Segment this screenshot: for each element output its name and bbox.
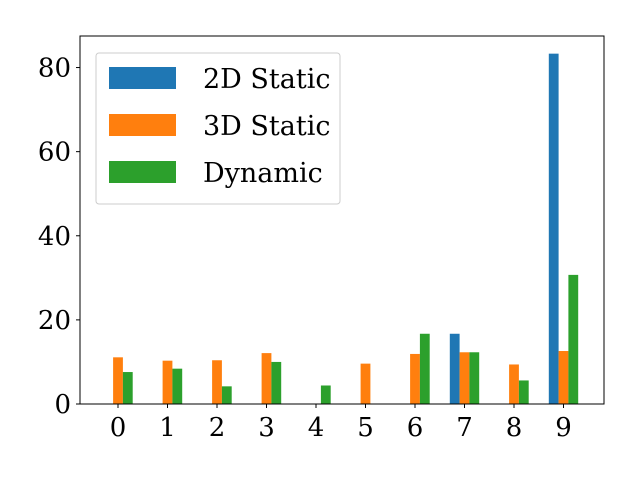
bar-dynamic-4	[320, 385, 331, 404]
x-tick-label: 8	[506, 413, 523, 443]
x-tick-label: 6	[407, 413, 424, 443]
bar-dynamic-2	[221, 386, 232, 404]
bar-dynamic-3	[271, 361, 282, 404]
legend-swatch-3d-static	[109, 114, 176, 136]
bar-dynamic-0	[122, 372, 133, 404]
bar-3d-static-6	[410, 353, 420, 404]
bar-3d-static-9	[558, 351, 569, 404]
bar-3d-static-0	[113, 357, 123, 404]
y-tick-label: 20	[38, 306, 71, 336]
y-tick-label: 40	[38, 222, 71, 252]
bar-3d-static-7	[459, 352, 470, 404]
legend-label-dynamic: Dynamic	[203, 158, 323, 189]
y-tick-label: 0	[54, 390, 71, 420]
bar-3d-static-5	[360, 363, 371, 404]
legend-label-2d-static: 2D Static	[203, 64, 330, 95]
bar-dynamic-1	[172, 368, 183, 404]
bar-3d-static-3	[261, 353, 272, 404]
x-tick-label: 2	[209, 413, 226, 443]
bars-group	[113, 53, 579, 404]
legend-label-3d-static: 3D Static	[203, 111, 330, 142]
bar-3d-static-8	[509, 364, 519, 404]
bar-3d-static-1	[162, 360, 173, 404]
legend-swatch-2d-static	[109, 67, 176, 89]
bar-dynamic-6	[419, 333, 430, 404]
y-axis-ticks: 0 20 40 60 80	[38, 54, 80, 420]
y-tick-label: 80	[38, 54, 71, 84]
bar-2d-static-9	[548, 53, 559, 404]
bar-dynamic-9	[568, 274, 579, 404]
bar-dynamic-8	[518, 380, 529, 404]
x-tick-label: 7	[456, 413, 473, 443]
plot-frame	[79, 35, 605, 405]
x-tick-label: 1	[159, 413, 176, 443]
x-tick-label: 3	[258, 413, 275, 443]
bar-dynamic-7	[469, 352, 480, 404]
bar-2d-static-7	[449, 333, 460, 404]
legend: 2D Static 3D Static Dynamic	[95, 52, 341, 205]
y-tick-label: 60	[38, 138, 71, 168]
x-tick-label: 5	[357, 413, 374, 443]
legend-swatch-dynamic	[109, 161, 176, 183]
x-tick-label: 9	[555, 413, 572, 443]
x-tick-label: 0	[110, 413, 127, 443]
x-axis-ticks: 0 1 2 3 4 5 6 7 8 9	[110, 404, 572, 443]
x-tick-label: 4	[308, 413, 325, 443]
bar-3d-static-2	[212, 360, 222, 404]
